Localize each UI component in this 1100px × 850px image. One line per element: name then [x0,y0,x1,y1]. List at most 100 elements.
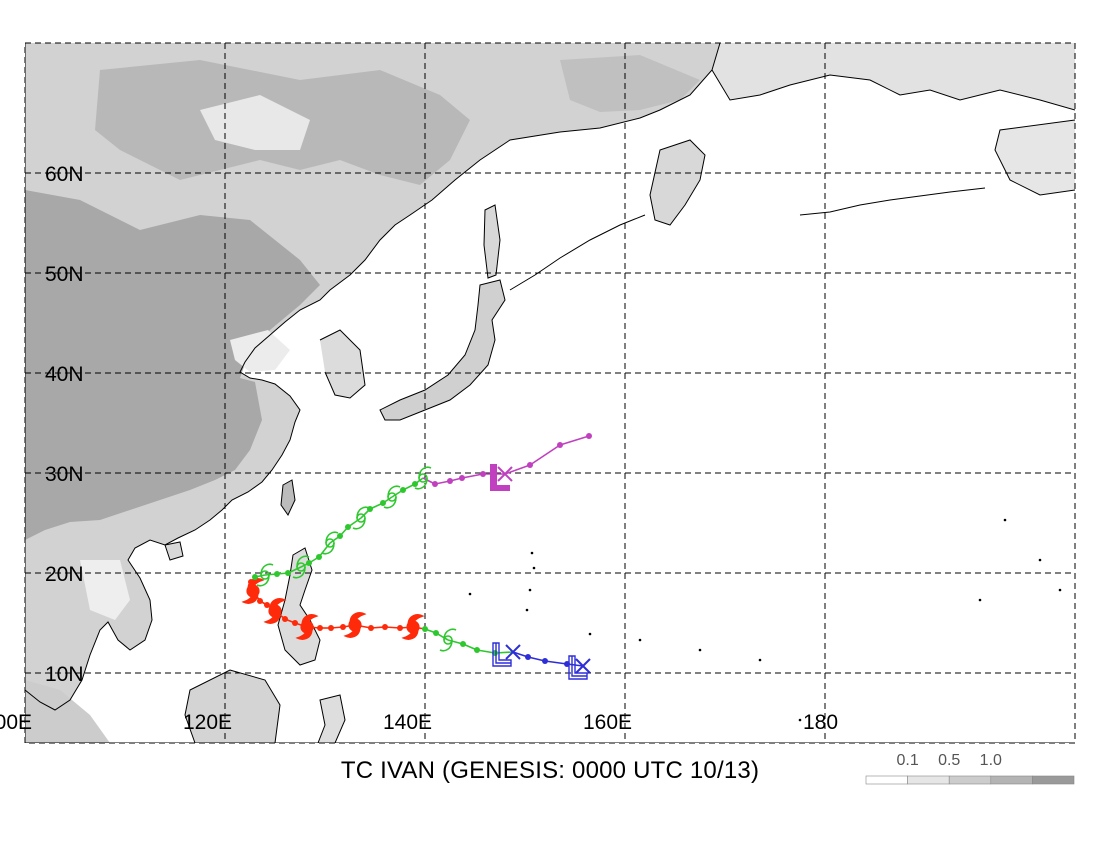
coast-hainan [164,541,184,561]
low-symbol [492,642,512,667]
longitude-label: 120E [183,711,232,734]
track-point [460,641,466,647]
typhoon-symbol [343,612,367,638]
sakhalin [484,205,500,278]
terrain-high-1 [25,190,320,540]
track-point [306,560,312,566]
latitude-label: 50N [45,263,84,286]
coast-taiwan [280,479,296,516]
track-point [345,524,351,530]
storm-arm [387,485,401,498]
low-symbol [490,464,510,491]
storm-arm [325,531,339,544]
hainan [165,542,183,560]
x-marker-stroke [575,658,591,674]
storm-arm [443,628,457,641]
latitude-label: 20N [45,563,84,586]
track-segment [494,651,514,654]
track-point [542,658,548,664]
tropical-storm-symbol [383,485,401,509]
low-inner [571,656,587,677]
track-point [316,554,322,560]
track-segment [461,473,484,479]
legend-label: 0.5 [938,752,960,769]
track-point [400,487,406,493]
track-point [285,570,291,576]
coast-chukotka [711,69,1075,111]
track-point [252,574,258,580]
track-point [432,481,438,487]
low-symbol [568,655,588,680]
storm-arm [292,566,306,579]
track-point [474,647,480,653]
track-point [557,442,563,448]
latitude-label: 40N [45,363,84,386]
legend-label: 1.0 [980,752,1002,769]
tropical-storm-symbol [439,628,457,652]
legend-label: 0.1 [896,752,918,769]
track-point [337,533,343,539]
x-marker [575,658,591,674]
terrain-low-3 [80,560,130,620]
latitude-label: 30N [45,463,84,486]
coast-sakhalin [483,204,501,279]
track-point [586,433,592,439]
typhoon-arm [263,612,281,624]
typhoon-symbol [401,614,425,640]
storm-arm [296,555,310,568]
tropical-storm-symbol [292,555,310,579]
track-point [264,602,270,608]
track-point [422,626,428,632]
longitude-label: 160E [583,711,632,734]
alaska [995,120,1075,195]
track-point [382,624,388,630]
x-marker-stroke [505,644,521,660]
track-markers [241,433,592,680]
coast-borneo [184,669,281,743]
coastlines [25,43,1075,743]
legend-swatch [1032,775,1075,785]
track-point [368,625,374,631]
coast-japan [379,279,506,421]
chukotka [712,43,1075,110]
japan [380,280,505,420]
storm-arm [256,574,270,587]
latitude-labels: 60N 50N 40N 30N 20N 10N [45,163,84,686]
track-point [527,462,533,468]
storm-arm [439,639,453,652]
terrain-low-1 [200,95,310,150]
asia-land [25,43,720,710]
tropical-storm-symbol [414,466,432,490]
taiwan [281,480,295,515]
track-point [248,579,254,585]
storm-arm [352,517,366,530]
track-point [367,506,373,512]
sumatra [25,680,110,743]
longitude-label: 140E [383,711,432,734]
longitude-label: 180 [803,711,838,734]
track-point [340,624,346,630]
celebes [318,695,345,743]
typhoon-symbol [295,614,319,640]
track-point [274,571,280,577]
track-point [257,598,263,604]
typhoon-arm [241,592,259,604]
track-point [412,481,418,487]
map-layer [25,43,1075,743]
track-point [397,625,403,631]
terrain-high-3 [560,55,700,112]
storm-arm [418,466,432,479]
track-point [317,625,323,631]
typhoon-arm [349,612,367,624]
coast-celebes [317,694,346,743]
track-segment [559,435,590,446]
track-point [328,625,334,631]
typhoon-arm [401,628,419,640]
borneo [185,670,280,743]
plot-frame [24,42,1076,744]
coast-korea [319,329,366,399]
storm-arm [414,477,428,490]
tropical-storm-symbol [256,563,274,587]
typhoon-symbol [241,578,265,604]
tropical-storm-symbol [321,531,339,555]
